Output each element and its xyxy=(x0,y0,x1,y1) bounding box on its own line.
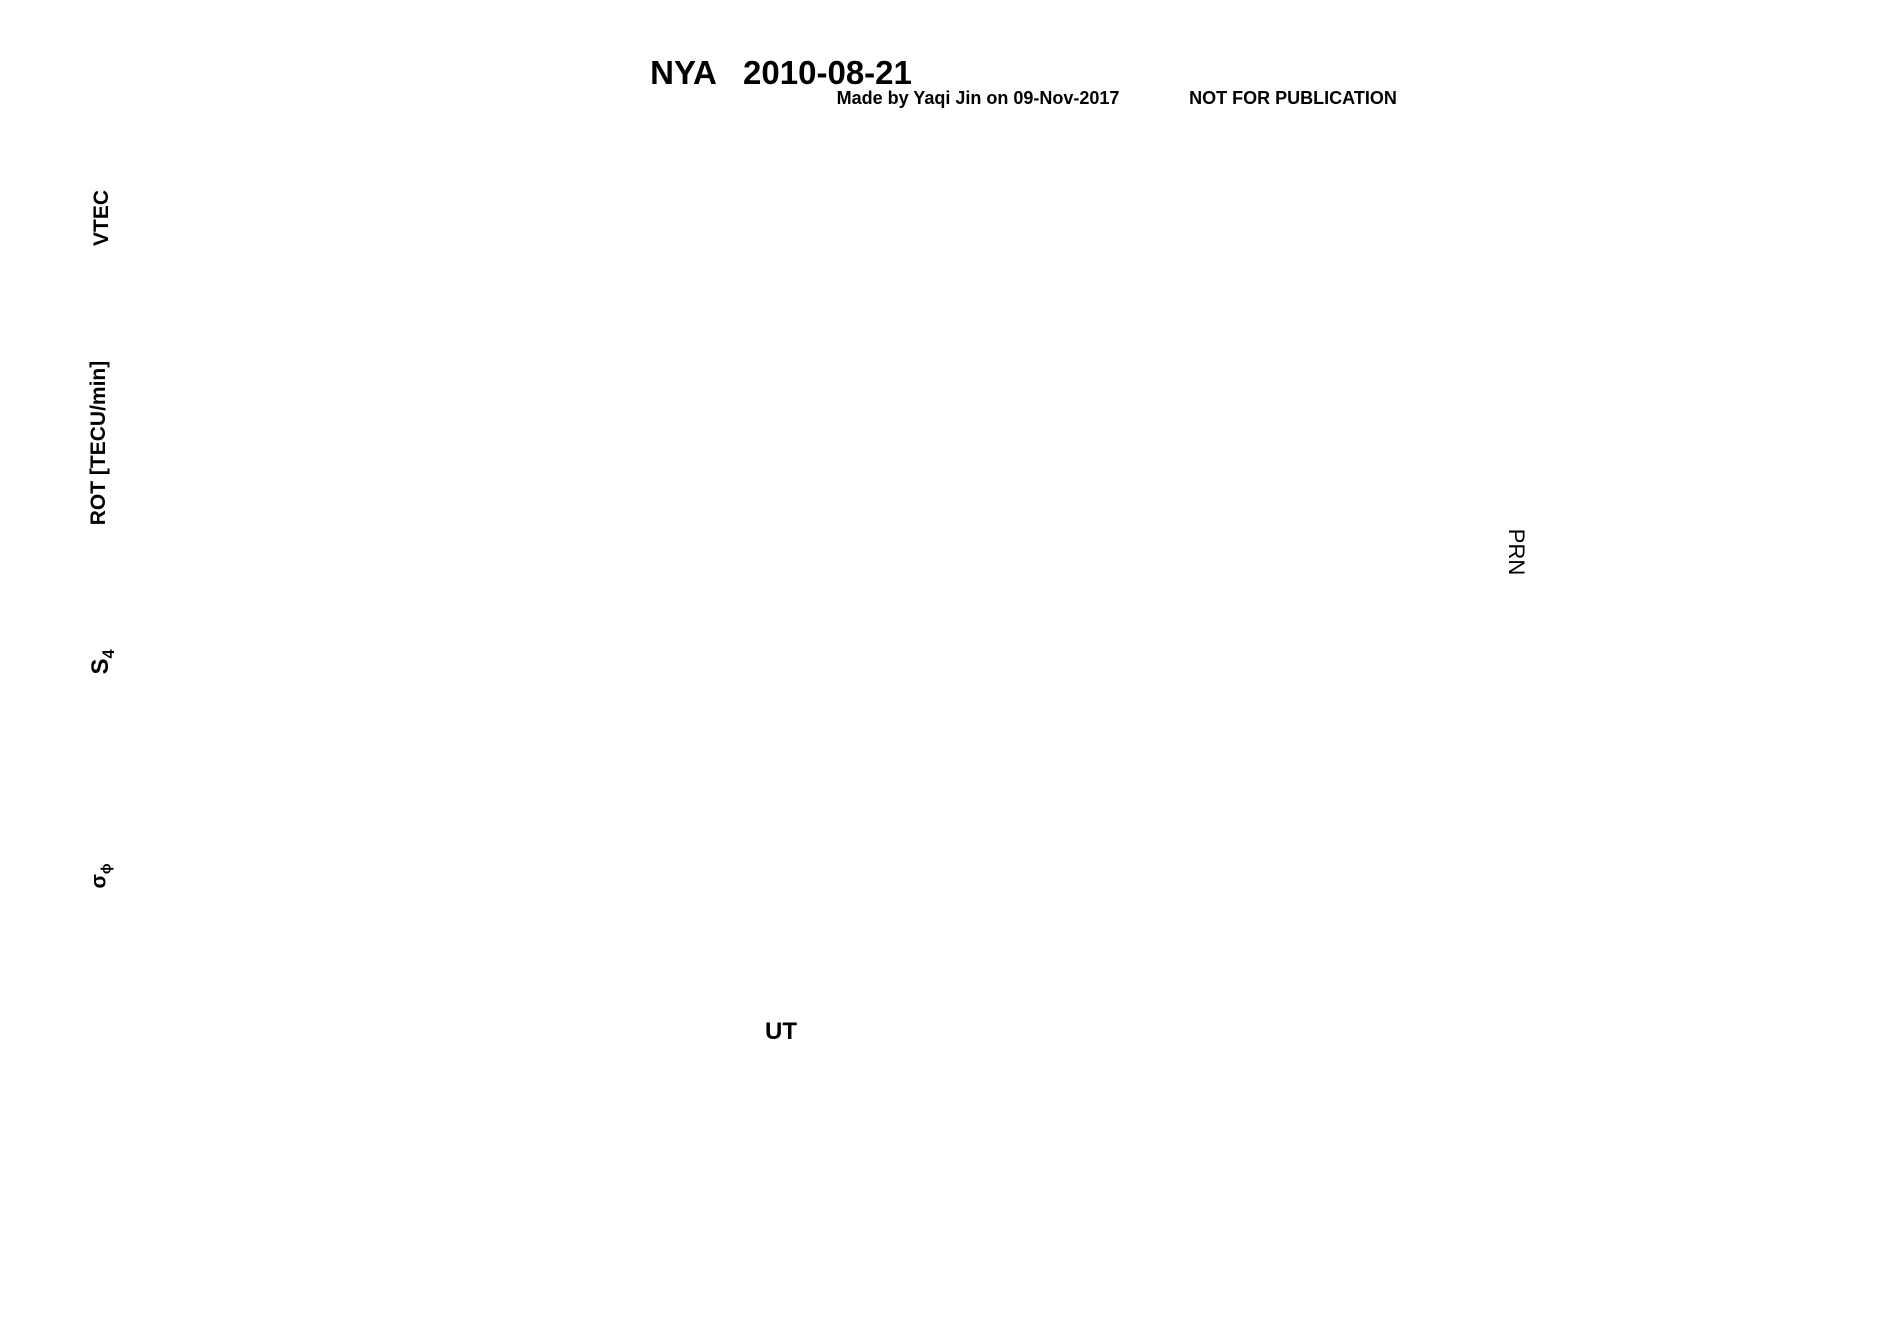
page-title: NYA 2010-08-21 xyxy=(650,54,912,91)
made-by-note: Made by Yaqi Jin on 09-Nov-2017 xyxy=(836,88,1120,108)
phi-subscript: ϕ xyxy=(98,863,115,875)
s4-subscript: 4 xyxy=(99,649,118,659)
ylabel-vtec: VTEC xyxy=(90,189,113,247)
ylabel-s4: S4 xyxy=(87,649,119,674)
ylabel-rot: ROT [TECU/min] xyxy=(87,360,110,526)
not-for-publication-note: NOT FOR PUBLICATION xyxy=(1189,88,1397,108)
xlabel-ut: UT xyxy=(765,1018,797,1045)
sigma-symbol: σ xyxy=(87,874,111,889)
ylabel-sigma-phi: σϕ xyxy=(87,863,114,888)
colorbar-label-prn: PRN xyxy=(1504,528,1529,576)
s4-symbol: S xyxy=(87,658,115,675)
